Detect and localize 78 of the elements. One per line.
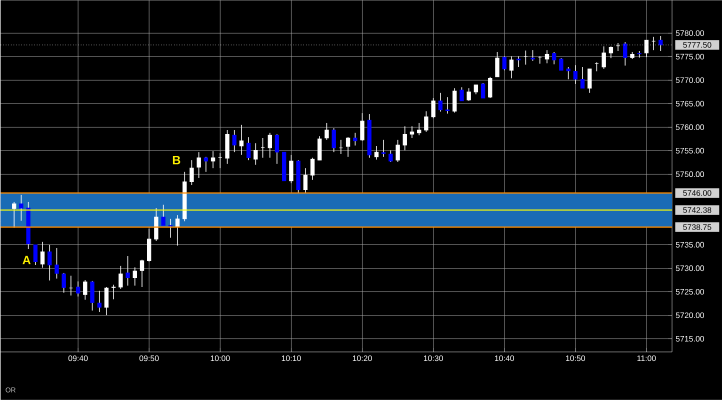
candlestick [544, 50, 550, 64]
candlestick [83, 280, 88, 300]
candlestick [445, 96, 450, 114]
candlestick [62, 272, 66, 294]
candlestick [431, 98, 436, 119]
candlestick [274, 134, 280, 164]
candlestick [474, 84, 478, 95]
candlestick [246, 136, 251, 161]
candlestick [12, 202, 16, 228]
candlestick [495, 52, 500, 78]
candlestick [381, 140, 386, 158]
candlestick [210, 150, 216, 169]
candlestick [318, 136, 322, 161]
candlestick [480, 82, 486, 98]
candlestick [239, 124, 244, 156]
candlestick [54, 248, 59, 280]
candlestick [225, 130, 230, 164]
candlestick [40, 242, 45, 268]
candlestick [190, 160, 194, 186]
candlestick [488, 76, 492, 98]
candlestick [324, 122, 329, 140]
candlestick [154, 208, 158, 242]
candlestick [48, 244, 52, 281]
candlestick [530, 50, 535, 62]
candlestick [147, 228, 152, 262]
candlestick [417, 122, 422, 136]
candlestick [310, 157, 315, 180]
candlestick [573, 64, 578, 84]
candlestick [19, 194, 24, 222]
candlestick [566, 66, 570, 80]
candlestick [346, 136, 350, 158]
candlestick [658, 36, 663, 52]
candlestick [410, 126, 414, 138]
candlestick [33, 244, 38, 266]
annotation: B [172, 156, 180, 164]
candlestick [516, 56, 521, 68]
candlestick [168, 218, 172, 238]
candlestick [552, 52, 556, 65]
candlestick [132, 266, 137, 286]
candlestick [90, 280, 94, 312]
candlestick [466, 88, 471, 102]
candlestick [374, 146, 379, 160]
candlestick [602, 46, 606, 70]
candlestick [104, 286, 109, 316]
candlestick [452, 88, 457, 114]
candlestick [396, 140, 400, 162]
candlestick [303, 168, 308, 194]
candlestick [580, 66, 585, 89]
candlestick [268, 132, 272, 158]
candlestick [424, 110, 428, 132]
candlestick [644, 40, 649, 58]
candlestick [140, 259, 144, 288]
candlestick [588, 68, 592, 94]
annotation: A [22, 256, 31, 264]
candlestick [76, 281, 80, 297]
candlestick [502, 56, 506, 71]
candlestick [289, 154, 294, 184]
candlestick [360, 112, 364, 142]
candlestick [332, 128, 336, 153]
candlestick [460, 86, 464, 102]
candlestick [402, 126, 407, 151]
candlestick [204, 156, 208, 172]
candlestick [111, 284, 116, 300]
candlestick [608, 46, 614, 59]
candlestick [623, 42, 628, 66]
candlestick [353, 132, 358, 146]
candlestick [118, 266, 123, 290]
candlestick [97, 290, 102, 312]
candlestick [232, 130, 236, 153]
candlestick [388, 150, 393, 162]
candlestick [196, 152, 201, 178]
candlestick [438, 92, 443, 112]
candlestick [175, 214, 180, 246]
candlestick [509, 56, 514, 79]
candlestick [254, 142, 258, 166]
candlestick [559, 58, 564, 71]
candlestick [161, 204, 166, 226]
candlestick [126, 256, 130, 286]
